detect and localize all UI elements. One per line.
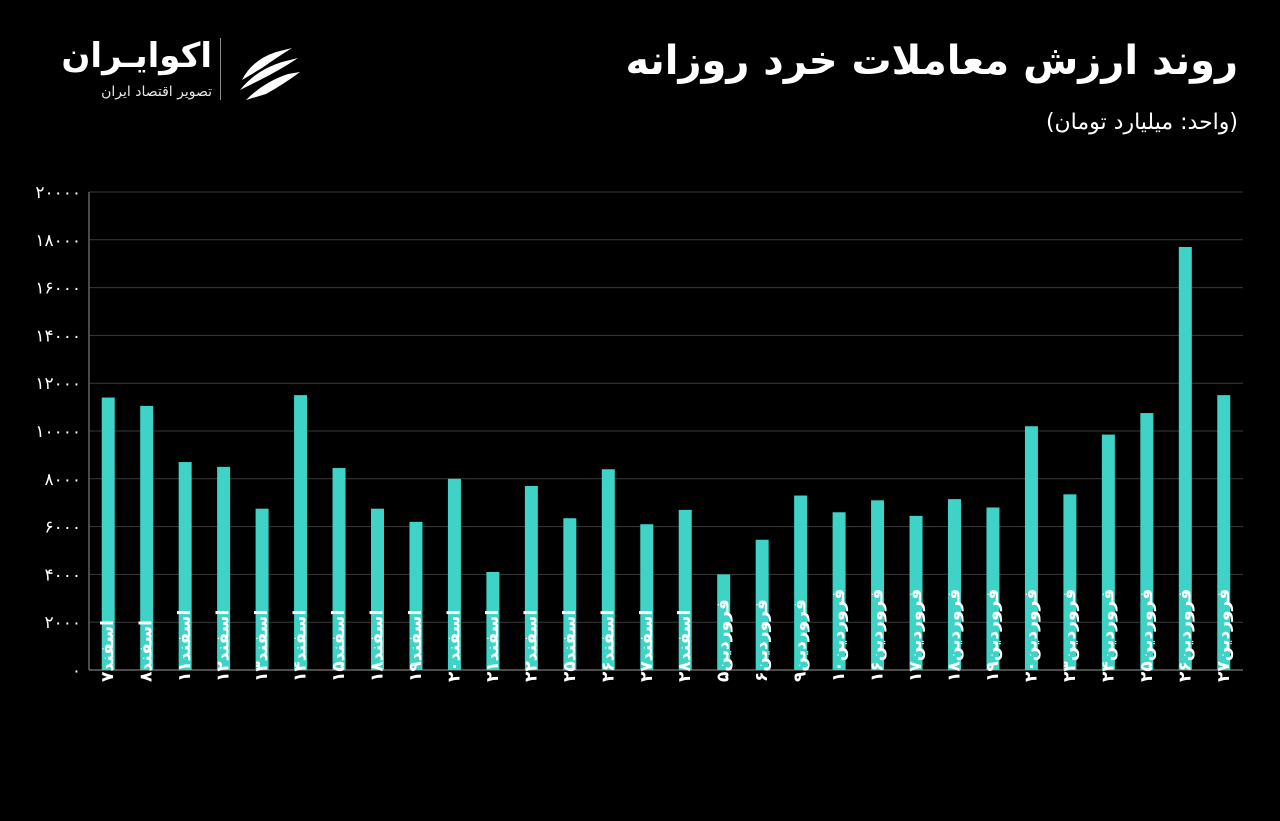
x-tick-label: فروردین۹ (791, 599, 811, 682)
brand-logo: اکوایـران تصویر اقتصاد ایران (52, 34, 312, 106)
x-tick-label: اسفند۱۹ (406, 610, 426, 682)
x-tick-label: فروردین۲۴ (1098, 589, 1118, 682)
bar (794, 495, 808, 670)
chart-title: روند ارزش معاملات خرد روزانه (625, 38, 1238, 84)
bar (1140, 413, 1154, 670)
bar (140, 405, 154, 670)
bar (909, 515, 923, 670)
x-tick-label: اسفند۱۳ (252, 610, 272, 682)
y-tick-label: ۱۶۰۰۰ (35, 279, 81, 299)
y-tick-label: ۱۲۰۰۰ (35, 374, 81, 394)
bar (255, 508, 269, 670)
x-tick-label: اسفند۲۶ (598, 610, 618, 682)
x-tick-label: فروردین۲۳ (1060, 589, 1080, 682)
x-tick-label: فروردین۱۷ (906, 589, 926, 682)
x-tick-label: اسفند۲۵ (560, 610, 580, 682)
bar (178, 462, 192, 670)
bar (1178, 246, 1192, 670)
x-tick-label: فروردین۱۶ (868, 589, 888, 682)
y-tick-label: ۶۰۰۰ (44, 518, 81, 538)
bar (294, 395, 308, 670)
logo-divider (220, 38, 221, 100)
bar (1217, 395, 1231, 670)
y-tick-label: ۲۰۰۰۰ (35, 183, 81, 203)
x-tick-label: فروردین۱۸ (945, 589, 965, 682)
bar (832, 512, 846, 670)
chart-subtitle: (واحد: میلیارد تومان) (1045, 110, 1238, 135)
x-tick-label: فروردین۵ (714, 599, 734, 682)
bar (948, 499, 961, 670)
logo-mark-icon (240, 48, 300, 100)
x-tick-label: فروردین۲۰ (1021, 589, 1041, 682)
x-tick-label: فروردین۱۹ (983, 589, 1003, 682)
logo-tagline: تصویر اقتصاد ایران (101, 84, 212, 100)
bar (1101, 434, 1115, 670)
x-tick-label: اسفند۱۴ (291, 610, 311, 682)
y-tick-label: ۴۰۰۰ (44, 565, 81, 585)
x-tick-label: اسفند۲۱ (483, 610, 503, 682)
bar (524, 485, 538, 670)
bar (1024, 426, 1038, 670)
y-tick-label: ۱۴۰۰۰ (35, 326, 81, 346)
bar (1063, 494, 1077, 670)
x-tick-label: اسفند۲۸ (675, 610, 695, 682)
bar (755, 539, 769, 670)
bar (371, 508, 384, 670)
x-tick-label: فروردین۱۰ (829, 589, 849, 682)
x-tick-label: اسفند۱۵ (329, 610, 349, 682)
bar (332, 468, 346, 670)
bar (101, 397, 115, 670)
logo-name: اکوایـران (61, 36, 212, 76)
y-tick-label: ۸۰۰۰ (44, 470, 81, 490)
x-tick-label: اسفند۱۱ (175, 610, 195, 682)
bar (717, 574, 731, 670)
x-tick-label: فروردین۲۷ (1214, 589, 1234, 682)
y-tick-label: ۱۸۰۰۰ (35, 231, 81, 251)
bar (601, 469, 615, 670)
x-tick-label: فروردین۲۵ (1137, 589, 1157, 682)
bar (640, 524, 654, 670)
x-tick-label: اسفند۱۸ (368, 610, 388, 682)
x-tick-label: اسفند۲۷ (637, 610, 657, 682)
y-tick-label: ۰ (72, 661, 81, 681)
x-tick-label: اسفند۱۲ (214, 610, 234, 682)
x-tick-label: اسفند۸ (137, 620, 157, 682)
bar (871, 500, 885, 670)
bar (486, 572, 500, 670)
bar (563, 518, 577, 670)
y-tick-label: ۲۰۰۰ (44, 613, 81, 633)
x-tick-label: اسفند۲۰ (444, 610, 464, 682)
x-tick-label: فروردین۶ (752, 599, 772, 682)
bar (678, 509, 692, 670)
bar (409, 521, 423, 670)
x-tick-label: فروردین۲۶ (1175, 589, 1195, 682)
bar (986, 507, 1000, 670)
x-tick-label: اسفند۷ (98, 620, 118, 682)
x-tick-label: اسفند۲۲ (521, 610, 541, 682)
bar (447, 478, 461, 670)
y-tick-label: ۱۰۰۰۰ (35, 422, 81, 442)
bar (217, 466, 231, 670)
